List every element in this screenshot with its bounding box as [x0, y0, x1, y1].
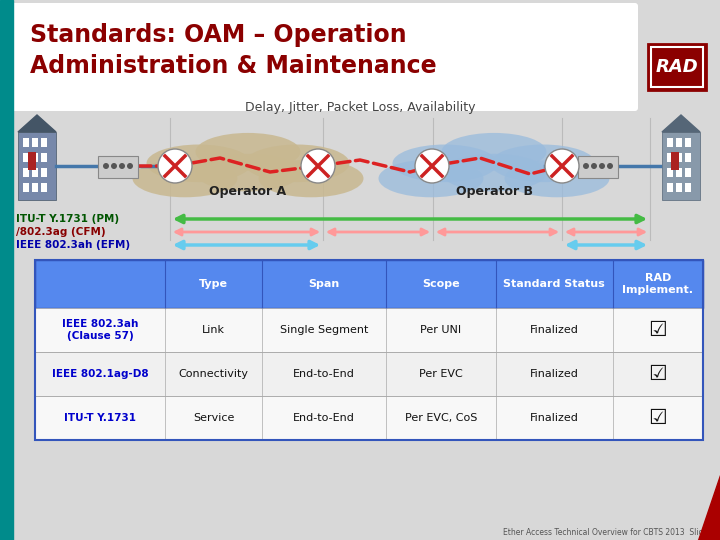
Ellipse shape — [245, 145, 349, 182]
Ellipse shape — [132, 160, 238, 197]
Text: Finalized: Finalized — [530, 369, 579, 379]
Bar — [41, 153, 47, 162]
Bar — [35, 396, 703, 440]
Ellipse shape — [196, 154, 300, 192]
Bar — [651, 47, 703, 87]
Bar — [23, 153, 29, 162]
Ellipse shape — [196, 133, 300, 171]
Circle shape — [607, 163, 613, 169]
Text: Operator A: Operator A — [210, 186, 287, 199]
Text: Connectivity: Connectivity — [179, 369, 248, 379]
Bar — [667, 168, 673, 177]
Text: /802.3ag (CFM): /802.3ag (CFM) — [16, 227, 106, 237]
Bar — [35, 352, 703, 396]
Text: Single Segment: Single Segment — [280, 325, 368, 335]
Text: ITU-T Y.1731 (PM): ITU-T Y.1731 (PM) — [16, 214, 119, 224]
Circle shape — [111, 163, 117, 169]
Text: ITU-T Y.1731: ITU-T Y.1731 — [64, 413, 136, 423]
Text: Span: Span — [308, 279, 340, 289]
Bar — [685, 168, 691, 177]
Text: Type: Type — [199, 279, 228, 289]
Bar — [23, 183, 29, 192]
Circle shape — [119, 163, 125, 169]
Bar — [676, 183, 682, 192]
Bar — [685, 183, 691, 192]
Ellipse shape — [392, 145, 498, 182]
Text: End-to-End: End-to-End — [293, 413, 355, 423]
Text: Per EVC: Per EVC — [419, 369, 463, 379]
Bar — [648, 44, 706, 90]
Bar — [32, 168, 38, 177]
Polygon shape — [18, 115, 56, 132]
Circle shape — [127, 163, 133, 169]
Bar — [685, 153, 691, 162]
Bar — [671, 152, 679, 170]
Text: RAD: RAD — [656, 58, 698, 76]
Circle shape — [103, 163, 109, 169]
Bar — [23, 138, 29, 147]
Circle shape — [415, 149, 449, 183]
Bar — [98, 156, 138, 178]
Circle shape — [591, 163, 597, 169]
Bar — [28, 152, 36, 170]
Text: RAD
Implement.: RAD Implement. — [622, 273, 693, 295]
Text: Service: Service — [193, 413, 235, 423]
Bar — [667, 138, 673, 147]
Bar — [18, 132, 56, 200]
Polygon shape — [698, 475, 720, 540]
Bar — [662, 132, 700, 200]
Circle shape — [301, 149, 335, 183]
Text: Finalized: Finalized — [530, 413, 579, 423]
FancyBboxPatch shape — [10, 3, 638, 111]
Text: End-to-End: End-to-End — [293, 369, 355, 379]
Bar — [41, 183, 47, 192]
Text: Per EVC, CoS: Per EVC, CoS — [405, 413, 477, 423]
Bar — [676, 153, 682, 162]
Bar — [676, 138, 682, 147]
Ellipse shape — [441, 133, 546, 171]
Text: IEEE 802.3ah
(Clause 57): IEEE 802.3ah (Clause 57) — [62, 319, 138, 341]
Text: IEEE 802.1ag-D8: IEEE 802.1ag-D8 — [52, 369, 148, 379]
Text: Standard Status: Standard Status — [503, 279, 606, 289]
Text: Administration & Maintenance: Administration & Maintenance — [30, 54, 436, 78]
Text: Finalized: Finalized — [530, 325, 579, 335]
Bar — [23, 168, 29, 177]
Text: ☑: ☑ — [649, 320, 667, 340]
Text: IEEE 802.3ah (EFM): IEEE 802.3ah (EFM) — [16, 240, 130, 250]
Bar — [35, 260, 703, 308]
Circle shape — [599, 163, 605, 169]
Text: Delay, Jitter, Packet Loss, Availability: Delay, Jitter, Packet Loss, Availability — [245, 102, 475, 114]
Ellipse shape — [505, 160, 610, 197]
Ellipse shape — [379, 160, 484, 197]
Bar — [32, 153, 38, 162]
Circle shape — [158, 149, 192, 183]
Bar — [667, 153, 673, 162]
Bar — [35, 260, 703, 440]
Bar — [32, 183, 38, 192]
Bar — [41, 138, 47, 147]
Bar — [41, 168, 47, 177]
Ellipse shape — [146, 145, 251, 182]
Bar — [685, 138, 691, 147]
Circle shape — [583, 163, 589, 169]
Polygon shape — [662, 115, 700, 132]
Bar — [32, 138, 38, 147]
Text: Per UNI: Per UNI — [420, 325, 462, 335]
Bar — [667, 183, 673, 192]
Bar — [676, 168, 682, 177]
Text: Ether Access Technical Overview for CBTS 2013  Slide 8: Ether Access Technical Overview for CBTS… — [503, 528, 715, 537]
Text: Link: Link — [202, 325, 225, 335]
Text: Scope: Scope — [422, 279, 459, 289]
Circle shape — [545, 149, 579, 183]
Ellipse shape — [258, 160, 364, 197]
Text: Operator B: Operator B — [456, 186, 533, 199]
Ellipse shape — [441, 154, 546, 192]
Bar — [0, 0, 13, 540]
Text: Standards: OAM – Operation: Standards: OAM – Operation — [30, 23, 407, 47]
Bar — [578, 156, 618, 178]
Text: ☑: ☑ — [649, 364, 667, 384]
Text: ☑: ☑ — [649, 408, 667, 428]
Ellipse shape — [490, 145, 595, 182]
Bar — [35, 308, 703, 352]
